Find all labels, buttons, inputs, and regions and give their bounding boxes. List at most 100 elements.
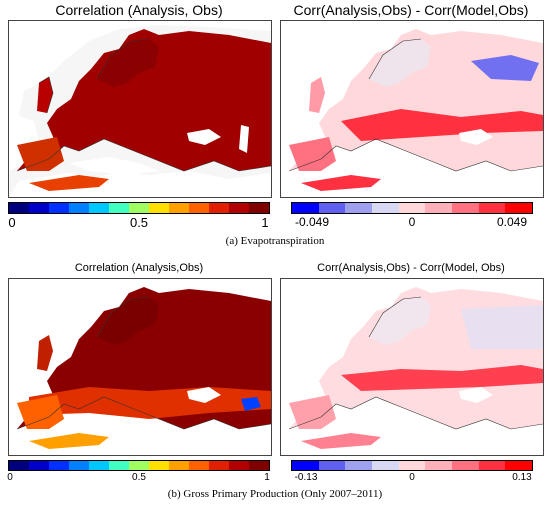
mediterranean (69, 415, 159, 433)
colorbar-swatch (169, 461, 189, 470)
panel-a-right-tick-min: -0.049 (294, 215, 330, 229)
east-blue (471, 55, 539, 81)
colorbar-swatch (89, 461, 109, 470)
panel-a-right-tick-zero: 0 (408, 215, 416, 229)
north-africa-strip (29, 433, 109, 449)
north-africa-strip (29, 175, 109, 191)
colorbar-swatch (478, 461, 506, 470)
colorbar-swatch (169, 203, 189, 213)
panel-b-right-tick-min: -0.13 (294, 472, 318, 483)
colorbar-swatch (318, 461, 346, 470)
colorbar-swatch (109, 461, 129, 470)
panel-b-left-tick-mid: 0.5 (132, 472, 146, 483)
panel-b-left-title: Correlation (Analysis,Obs) (74, 262, 204, 274)
black-sea (187, 129, 221, 145)
colorbar-swatch (29, 203, 49, 213)
colorbar-swatch (452, 203, 479, 213)
colorbar-swatch (478, 203, 506, 213)
central-band (341, 365, 543, 391)
north-africa-strip (301, 175, 381, 191)
colorbar-swatch (345, 461, 373, 470)
colorbar-swatch (69, 461, 89, 470)
caspian (239, 125, 249, 153)
panel-a-left-tick-mid: 0.5 (129, 215, 149, 230)
colorbar-swatch (505, 461, 533, 470)
colorbar-swatch (398, 203, 426, 213)
colorbar-swatch (109, 203, 129, 213)
panel-a-right-tick-max: 0.049 (496, 215, 528, 229)
colorbar-swatch (129, 203, 149, 213)
east-pale (461, 305, 543, 349)
panel-b-left-tick-1: 1 (264, 472, 270, 483)
panel-b-left-map (8, 278, 272, 456)
colorbar-swatch (29, 461, 49, 470)
colorbar-swatch (209, 461, 229, 470)
panel-b-right-tick-zero: 0 (409, 472, 415, 483)
scandinavia (97, 297, 159, 345)
colorbar-swatch (318, 203, 346, 213)
colorbar-swatch (292, 461, 319, 470)
panel-a-right-title: Corr(Analysis,Obs) - Corr(Model,Obs) (293, 2, 529, 18)
colorbar-swatch (229, 461, 249, 470)
panel-b-right-map (280, 278, 544, 456)
mediterranean (341, 157, 431, 175)
coastlines (288, 296, 543, 430)
colorbar-swatch (129, 461, 149, 470)
iberia (17, 395, 64, 429)
colorbar-swatch (345, 203, 373, 213)
colorbar-swatch (49, 461, 69, 470)
colorbar-swatch (149, 203, 169, 213)
panel-a-left-tick-0: 0 (8, 215, 16, 230)
colorbar-swatch (189, 203, 209, 213)
black-sea (459, 387, 493, 403)
colorbar-swatch (372, 461, 399, 470)
scandinavia (369, 39, 431, 87)
coastlines (16, 296, 271, 430)
iberia (17, 137, 64, 171)
colorbar-swatch (149, 461, 169, 470)
panel-a-left-tick-1: 1 (261, 215, 269, 230)
panel-a-left-title: Correlation (Analysis, Obs) (55, 2, 223, 18)
scandinavia (97, 39, 159, 87)
mediterranean (341, 415, 431, 433)
low-corr-patch (241, 397, 261, 411)
colorbar-swatch (69, 203, 89, 213)
figure-a-caption: (a) Evapotranspiration (225, 235, 325, 247)
colorbar-swatch (229, 203, 249, 213)
iberia (289, 137, 336, 171)
colorbar-swatch (452, 461, 479, 470)
colorbar-swatch (9, 461, 29, 470)
central-band (341, 109, 543, 141)
panel-b-right-tick-max: 0.13 (512, 472, 532, 483)
scandinavia (369, 297, 431, 345)
coastlines (16, 38, 271, 172)
panel-b-right-title: Corr(Analysis,Obs) - Corr(Model, Obs) (317, 262, 505, 274)
colorbar-swatch (249, 461, 269, 470)
colorbar-swatch (9, 203, 29, 213)
uk-region (37, 335, 53, 371)
colorbar-swatch (505, 203, 533, 213)
colorbar-swatch (189, 461, 209, 470)
panel-a-right-map (280, 20, 544, 198)
uk-region (309, 77, 325, 113)
colorbar-swatch (209, 203, 229, 213)
coastlines (288, 38, 543, 172)
colorbar-swatch (425, 203, 453, 213)
figure-b-caption: (b) Gross Primary Production (Only 2007–… (167, 488, 383, 500)
north-africa-strip (301, 433, 381, 449)
colorbar-swatch (292, 203, 319, 213)
colorbar-swatch (249, 203, 269, 213)
colorbar-swatch (89, 203, 109, 213)
colorbar-swatch (372, 203, 399, 213)
panel-a-right-colorbar (291, 202, 533, 214)
mediterranean (69, 157, 159, 175)
panel-b-left-colorbar (8, 460, 270, 471)
uk-region (37, 77, 53, 113)
panel-a-left-map (8, 20, 272, 198)
colorbar-swatch (425, 461, 453, 470)
colorbar-swatch (398, 461, 426, 470)
colorbar-swatch (49, 203, 69, 213)
iberia (289, 395, 336, 429)
panel-a-left-colorbar (8, 202, 270, 214)
black-sea (187, 387, 221, 403)
